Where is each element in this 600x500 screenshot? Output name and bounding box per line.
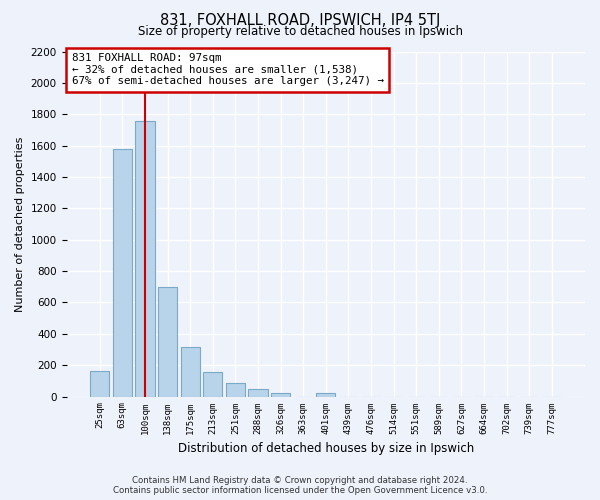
Bar <box>271 392 290 396</box>
Text: Size of property relative to detached houses in Ipswich: Size of property relative to detached ho… <box>137 25 463 38</box>
Bar <box>136 120 155 396</box>
Bar <box>226 383 245 396</box>
Bar <box>181 347 200 397</box>
Text: 831 FOXHALL ROAD: 97sqm
← 32% of detached houses are smaller (1,538)
67% of semi: 831 FOXHALL ROAD: 97sqm ← 32% of detache… <box>72 53 384 86</box>
Bar <box>203 372 223 396</box>
Y-axis label: Number of detached properties: Number of detached properties <box>15 136 25 312</box>
Text: 831, FOXHALL ROAD, IPSWICH, IP4 5TJ: 831, FOXHALL ROAD, IPSWICH, IP4 5TJ <box>160 12 440 28</box>
Bar <box>158 287 177 397</box>
Text: Contains HM Land Registry data © Crown copyright and database right 2024.
Contai: Contains HM Land Registry data © Crown c… <box>113 476 487 495</box>
Bar <box>248 390 268 396</box>
Bar <box>113 148 132 396</box>
Bar <box>316 394 335 396</box>
Bar <box>90 372 109 396</box>
X-axis label: Distribution of detached houses by size in Ipswich: Distribution of detached houses by size … <box>178 442 474 455</box>
